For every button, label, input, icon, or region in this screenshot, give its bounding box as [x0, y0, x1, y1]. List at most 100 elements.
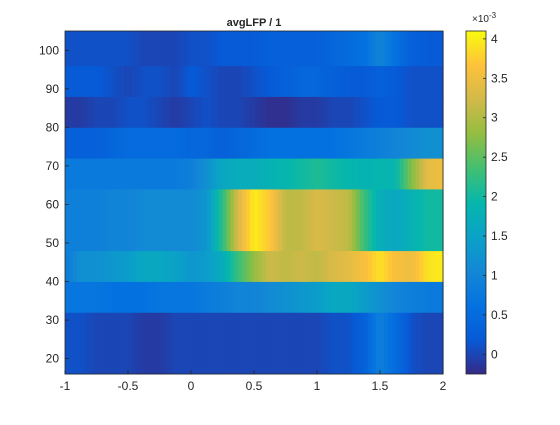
heatmap-cell: [187, 31, 192, 67]
heatmap-cell: [309, 127, 314, 159]
heatmap-cell: [317, 312, 322, 375]
heatmap-cell: [340, 65, 346, 97]
heatmap-cell: [68, 312, 74, 375]
heatmap-cell: [65, 312, 70, 375]
heatmap-cell: [285, 127, 291, 159]
heatmap-cell: [415, 65, 420, 97]
heatmap-cell: [435, 127, 440, 159]
heatmap-cell: [285, 189, 291, 252]
heatmap-cell: [403, 312, 409, 375]
heatmap-cell: [356, 189, 361, 252]
x-tick-label: 0.5: [246, 379, 263, 393]
heatmap-cell: [383, 65, 389, 97]
heatmap-cell: [198, 281, 204, 313]
heatmap-cell: [419, 189, 424, 252]
heatmap-cell: [431, 65, 436, 97]
heatmap-cell: [254, 250, 259, 282]
heatmap-cell: [261, 96, 267, 128]
heatmap-cell: [415, 189, 420, 252]
heatmap-cell: [439, 189, 444, 252]
heatmap-cell: [356, 281, 361, 313]
heatmap-cell: [305, 96, 310, 128]
heatmap-cell: [368, 96, 373, 128]
heatmap-cell: [380, 127, 385, 159]
heatmap-cell: [431, 96, 436, 128]
heatmap-cell: [198, 127, 204, 159]
heatmap-cell: [155, 250, 161, 282]
heatmap-cell: [336, 312, 342, 375]
heatmap-cell: [155, 31, 161, 67]
heatmap-cell: [364, 189, 369, 252]
heatmap-cell: [309, 65, 314, 97]
heatmap-cell: [92, 189, 98, 252]
heatmap-cell: [297, 250, 302, 282]
heatmap-cell: [301, 189, 306, 252]
heatmap-cell: [108, 96, 113, 128]
heatmap-cell: [403, 250, 409, 282]
heatmap-cell: [261, 158, 267, 190]
heatmap-cell: [222, 312, 228, 375]
heatmap-cell: [340, 31, 346, 67]
heatmap-cell: [183, 31, 188, 67]
y-axis: 20 30 40 50 60 70 80 90 100: [39, 43, 69, 366]
heatmap-cell: [246, 31, 251, 67]
heatmap-cell: [100, 65, 105, 97]
heatmap-cell: [332, 96, 338, 128]
heatmap-cell: [143, 312, 149, 375]
heatmap-cell: [254, 127, 259, 159]
heatmap-cell: [234, 312, 239, 375]
heatmap-cell: [92, 281, 98, 313]
heatmap-cell: [198, 189, 204, 252]
heatmap-cell: [309, 96, 314, 128]
heatmap-cell: [431, 281, 436, 313]
heatmap-cell: [250, 281, 255, 313]
heatmap-cell: [226, 312, 231, 375]
heatmap-cell: [423, 312, 428, 375]
heatmap-cell: [175, 189, 180, 252]
heatmap-cell: [139, 281, 145, 313]
heatmap-cell: [372, 250, 377, 282]
heatmap-cell: [179, 96, 184, 128]
heatmap-cell: [324, 312, 330, 375]
heatmap-cell: [218, 127, 224, 159]
heatmap-cell: [198, 250, 204, 282]
heatmap-cell: [238, 127, 243, 159]
heatmap-cell: [269, 158, 275, 190]
heatmap-cell: [344, 250, 350, 282]
heatmap-cell: [281, 65, 287, 97]
heatmap-cell: [261, 127, 267, 159]
heatmap-cell: [242, 281, 247, 313]
heatmap-cell: [222, 158, 228, 190]
heatmap-cell: [348, 158, 354, 190]
heatmap-cell: [88, 31, 94, 67]
heatmap-cell: [128, 281, 133, 313]
heatmap-cell: [250, 127, 255, 159]
chart-title: avgLFP / 1: [227, 17, 282, 29]
heatmap-cell: [336, 65, 342, 97]
heatmap-cell: [155, 127, 161, 159]
heatmap-cell: [427, 31, 432, 67]
heatmap-cell: [124, 250, 129, 282]
heatmap-cell: [297, 312, 302, 375]
heatmap-cell: [167, 250, 172, 282]
heatmap-cell: [356, 312, 361, 375]
x-tick-label: 1: [314, 379, 321, 393]
heatmap-cell: [68, 158, 74, 190]
heatmap-cell: [399, 281, 405, 313]
heatmap-cell: [100, 250, 105, 282]
heatmap-cell: [352, 158, 357, 190]
heatmap-cell: [234, 65, 239, 97]
heatmap-cell: [159, 250, 165, 282]
heatmap-cell: [116, 250, 121, 282]
heatmap-cell: [108, 31, 113, 67]
heatmap-cell: [210, 189, 216, 252]
heatmap-cell: [210, 127, 216, 159]
heatmap-cell: [313, 281, 318, 313]
heatmap-cell: [96, 127, 102, 159]
heatmap-cell: [234, 250, 239, 282]
heatmap-cell: [191, 281, 196, 313]
heatmap-cell: [135, 281, 141, 313]
heatmap-cell: [435, 189, 440, 252]
heatmap-cell: [135, 96, 141, 128]
heatmap-cell: [175, 281, 180, 313]
